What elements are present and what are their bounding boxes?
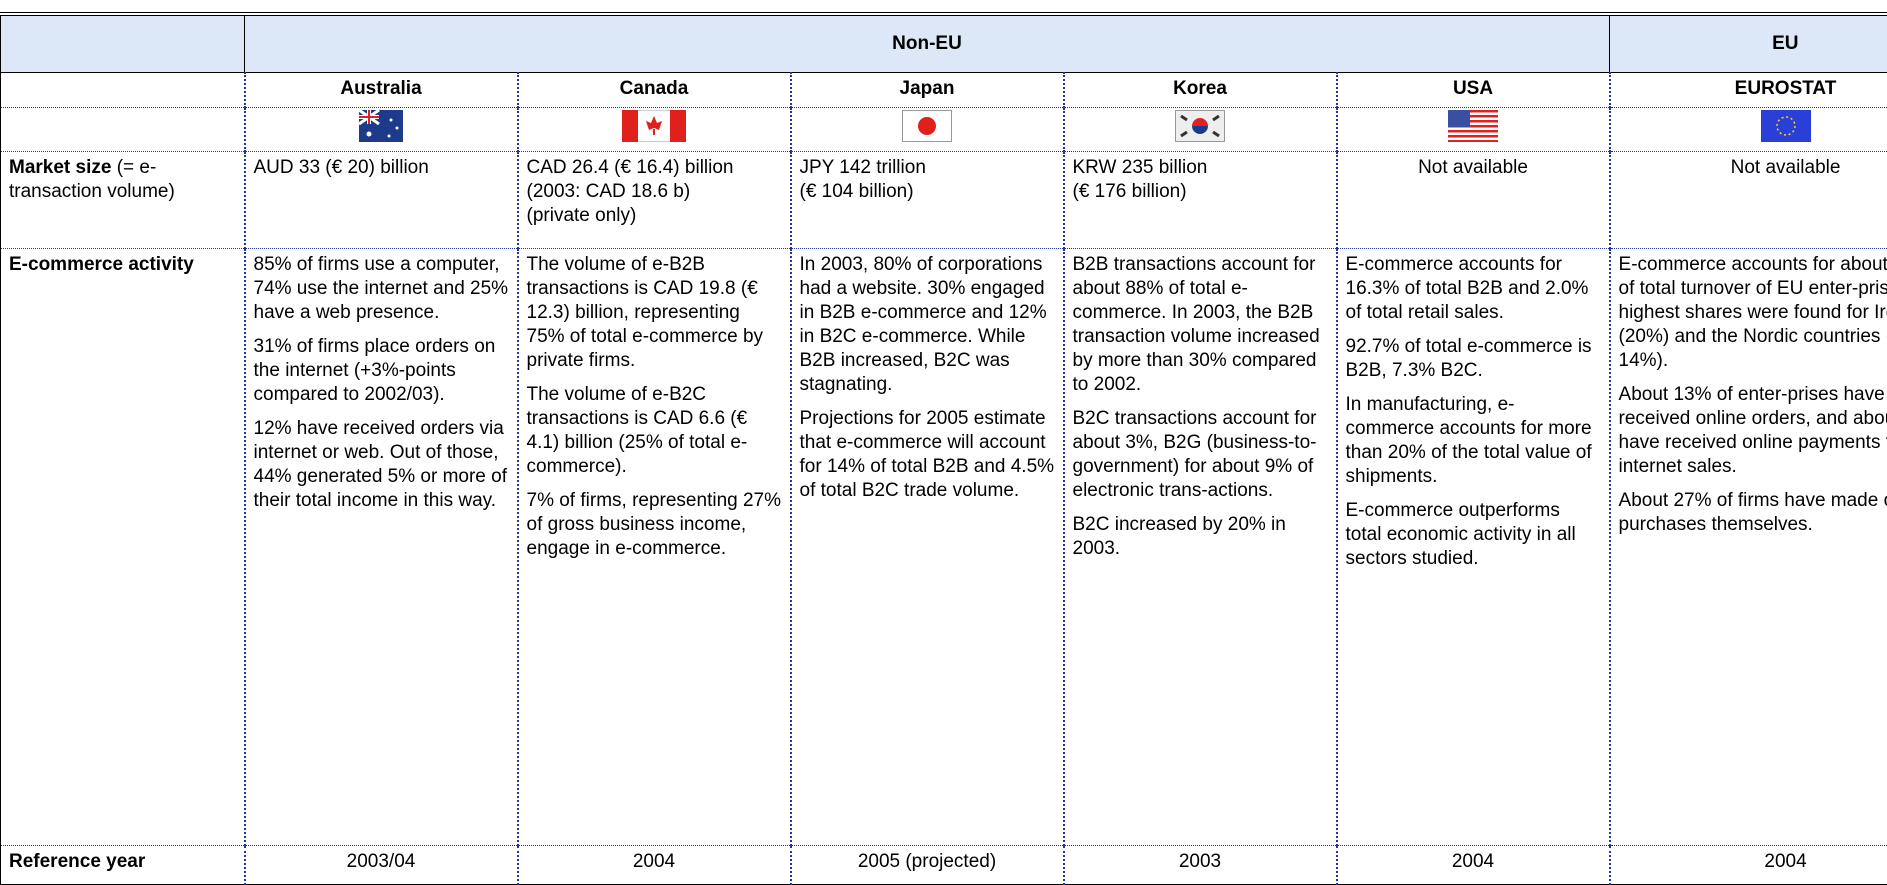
country-header: Canada xyxy=(516,72,791,108)
data-cell: 2004 xyxy=(1335,845,1610,885)
row-label-text: Reference year xyxy=(9,851,146,872)
flag-cell xyxy=(1608,107,1887,152)
data-cell: In 2003, 80% of corporations had a websi… xyxy=(789,248,1064,846)
flag-eu xyxy=(1760,110,1811,142)
flag-cell xyxy=(789,107,1064,152)
data-cell: 2004 xyxy=(516,845,791,885)
data-cell: Not available xyxy=(1608,151,1887,249)
cell-text: 92.7% of total e-commerce is B2B, 7.3% B… xyxy=(1345,336,1592,381)
country-header: Japan xyxy=(789,72,1064,108)
cell-text: (€ 176 billion) xyxy=(1072,181,1187,202)
data-cell: The volume of e-B2B transactions is CAD … xyxy=(516,248,791,846)
row-label: E-commerce activity xyxy=(0,248,245,846)
cell-text: In 2003, 80% of corporations had a websi… xyxy=(799,254,1047,395)
row-label: Market size (= e-transaction volume) xyxy=(0,151,245,249)
flag-cell xyxy=(1062,107,1337,152)
group-header: EU xyxy=(1609,14,1887,73)
row-label-text: Market size xyxy=(9,157,112,178)
flag-row xyxy=(0,107,1887,152)
data-cell: 2004 xyxy=(1608,845,1887,885)
data-cell: E-commerce accounts for 16.3% of total B… xyxy=(1335,248,1610,846)
row-label-note: (= e-transaction volume) xyxy=(9,157,175,202)
cell-text: 7% of firms, representing 27% of gross b… xyxy=(526,490,782,559)
country-row: Australia Canada Japan Korea USA EUROSTAT xyxy=(0,72,1887,108)
cell-text: The volume of e-B2C transactions is CAD … xyxy=(526,384,748,477)
country-header: Korea xyxy=(1062,72,1337,108)
cell-text: 2003/04 xyxy=(346,851,416,872)
cell-text: KRW 235 billion xyxy=(1072,157,1208,178)
data-cell: B2B transactions account for about 88% o… xyxy=(1062,248,1337,846)
comparison-table: Non-EU EU Australia Canada Japan Korea USA EU… xyxy=(0,12,1887,885)
country-header: USA xyxy=(1335,72,1610,108)
cell-text: 2005 (projected) xyxy=(857,851,997,872)
country-header: EUROSTAT xyxy=(1608,72,1887,108)
group-header: Non-EU xyxy=(243,14,1610,73)
cell-text: About 13% of enter-prises have received … xyxy=(1618,384,1887,477)
data-cell: 2005 (projected) xyxy=(789,845,1064,885)
cell-text: B2C transactions account for about 3%, B… xyxy=(1072,408,1317,501)
cell-text: 2003 xyxy=(1178,851,1222,872)
cell-text: 85% of firms use a computer, 74% use the… xyxy=(253,254,509,323)
cell-text: Projections for 2005 estimate that e-com… xyxy=(799,408,1055,501)
flag-australia xyxy=(358,108,403,142)
data-cell: AUD 33 (€ 20) billion xyxy=(243,151,518,249)
cell-text: E-commerce accounts for 16.3% of total B… xyxy=(1345,254,1589,323)
cell-text: B2C increased by 20% in 2003. xyxy=(1072,514,1286,559)
row-label-text: E-commerce activity xyxy=(9,254,194,275)
data-cell: CAD 26.4 (€ 16.4) billion (2003: CAD 18.6… xyxy=(516,151,791,249)
data-cell: 2003/04 xyxy=(243,845,518,885)
cell-text: Not available xyxy=(1730,157,1841,178)
flag-canada xyxy=(621,109,687,143)
flag-japan xyxy=(902,110,952,142)
group-row: Non-EU EU xyxy=(0,14,1887,73)
flag-cell xyxy=(243,107,518,152)
cell-text: In manufacturing, e-commerce accounts fo… xyxy=(1345,394,1592,487)
cell-text: 12% have received orders via internet or… xyxy=(253,418,508,511)
blank-cell xyxy=(0,14,245,73)
flag-usa xyxy=(1448,110,1498,142)
blank-cell xyxy=(0,107,245,152)
cell-text: 2004 xyxy=(632,851,676,872)
cell-text: 2004 xyxy=(1451,851,1495,872)
data-cell: 2003 xyxy=(1062,845,1337,885)
cell-text: The volume of e-B2B transactions is CAD … xyxy=(526,254,764,371)
cell-text: 2004 xyxy=(1764,851,1807,872)
cell-text: 31% of firms place orders on the interne… xyxy=(253,336,496,405)
row-label: Reference year xyxy=(0,845,245,885)
country-header: Australia xyxy=(243,72,518,108)
data-cell: Not available xyxy=(1335,151,1610,249)
flag-cell xyxy=(1335,107,1610,152)
cell-text: CAD 26.4 (€ 16.4) billion xyxy=(526,157,734,178)
data-row: Reference year 2003/04 2004 2005 (projected… xyxy=(0,845,1887,885)
cell-text: (€ 104 billion) xyxy=(799,181,914,202)
cell-text: E-commerce accounts for about 8.6% of to… xyxy=(1618,254,1887,371)
cell-text: About 27% of firms have made online purc… xyxy=(1618,490,1887,535)
data-cell: KRW 235 billion (€ 176 billion) xyxy=(1062,151,1337,249)
data-row: Market size (= e-transaction volume) AUD … xyxy=(0,151,1887,249)
data-row: E-commerce activity 85% of firms use a co… xyxy=(0,248,1887,846)
cell-text: E-commerce outperforms total economic ac… xyxy=(1345,500,1576,569)
data-cell: 85% of firms use a computer, 74% use the… xyxy=(243,248,518,846)
cell-text: (2003: CAD 18.6 b) xyxy=(526,181,691,202)
cell-text: AUD 33 (€ 20) billion xyxy=(253,157,429,178)
flag-korea xyxy=(1175,110,1225,142)
cell-text: B2B transactions account for about 88% o… xyxy=(1072,254,1320,395)
cell-text: (private only) xyxy=(526,205,637,226)
cell-text: Not available xyxy=(1418,157,1528,178)
blank-cell xyxy=(0,72,245,108)
cell-text: JPY 142 trillion xyxy=(799,157,926,178)
data-cell: JPY 142 trillion (€ 104 billion) xyxy=(789,151,1064,249)
data-cell: E-commerce accounts for about 8.6% of to… xyxy=(1608,248,1887,846)
flag-cell xyxy=(516,107,791,152)
